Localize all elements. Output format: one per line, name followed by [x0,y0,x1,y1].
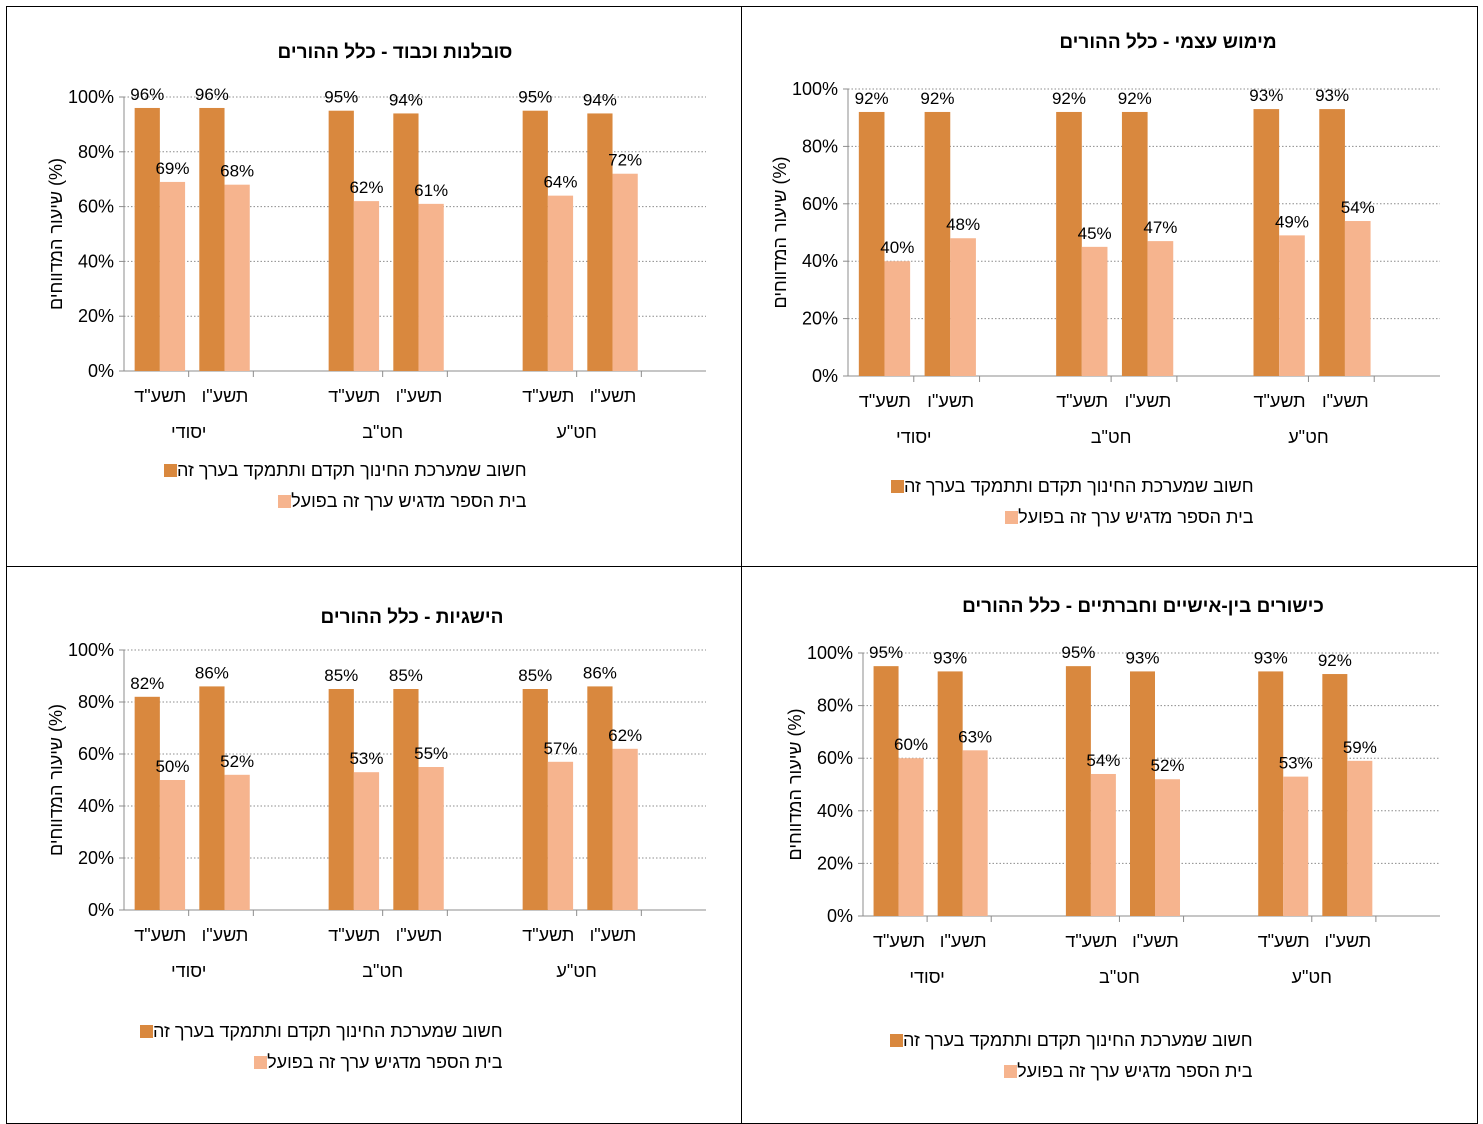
legend-swatch [140,1025,153,1038]
legend-label: בית הספר מדגיש ערך זה בפועל [291,491,527,511]
chart-legend: חשוב שמערכת החינוך תקדם ותתמקד בערך זה בי… [160,455,527,517]
legend-label: בית הספר מדגיש ערך זה בפועל [267,1052,503,1072]
chart-legend: חשוב שמערכת החינוך תקדם ותתמקד בערך זה בי… [887,471,1254,533]
legend-item-important: חשוב שמערכת החינוך תקדם ותתמקד בערך זה [160,455,527,486]
legend-label: חשוב שמערכת החינוך תקדם ותתמקד בערך זה [177,460,527,480]
legend-label: חשוב שמערכת החינוך תקדם ותתמקד בערך זה [153,1021,503,1041]
legend-item-important: חשוב שמערכת החינוך תקדם ותתמקד בערך זה [136,1016,503,1047]
vertical-divider [741,6,742,1124]
legend-item-actual: בית הספר מדגיש ערך זה בפועל [136,1047,503,1078]
legend-item-actual: בית הספר מדגיש ערך זה בפועל [887,502,1254,533]
horizontal-divider [6,566,1478,567]
legend-label: חשוב שמערכת החינוך תקדם ותתמקד בערך זה [903,1030,1253,1050]
legend-swatch [891,480,904,493]
legend-swatch [278,495,292,508]
legend-swatch [164,464,177,477]
legend-item-important: חשוב שמערכת החינוך תקדם ותתמקד בערך זה [887,471,1254,502]
legend-label: בית הספר מדגיש ערך זה בפועל [1018,507,1254,527]
legend-label: בית הספר מדגיש ערך זה בפועל [1017,1061,1253,1081]
chart-grid-frame [6,6,1478,1124]
legend-item-actual: בית הספר מדגיש ערך זה בפועל [886,1056,1253,1087]
legend-swatch [890,1034,903,1047]
chart-legend: חשוב שמערכת החינוך תקדם ותתמקד בערך זה בי… [136,1016,503,1078]
legend-item-important: חשוב שמערכת החינוך תקדם ותתמקד בערך זה [886,1025,1253,1056]
legend-item-actual: בית הספר מדגיש ערך זה בפועל [160,486,527,517]
legend-swatch [254,1056,268,1069]
legend-swatch [1004,1065,1018,1078]
legend-swatch [1005,511,1019,524]
legend-label: חשוב שמערכת החינוך תקדם ותתמקד בערך זה [904,476,1254,496]
chart-legend: חשוב שמערכת החינוך תקדם ותתמקד בערך זה בי… [886,1025,1253,1087]
